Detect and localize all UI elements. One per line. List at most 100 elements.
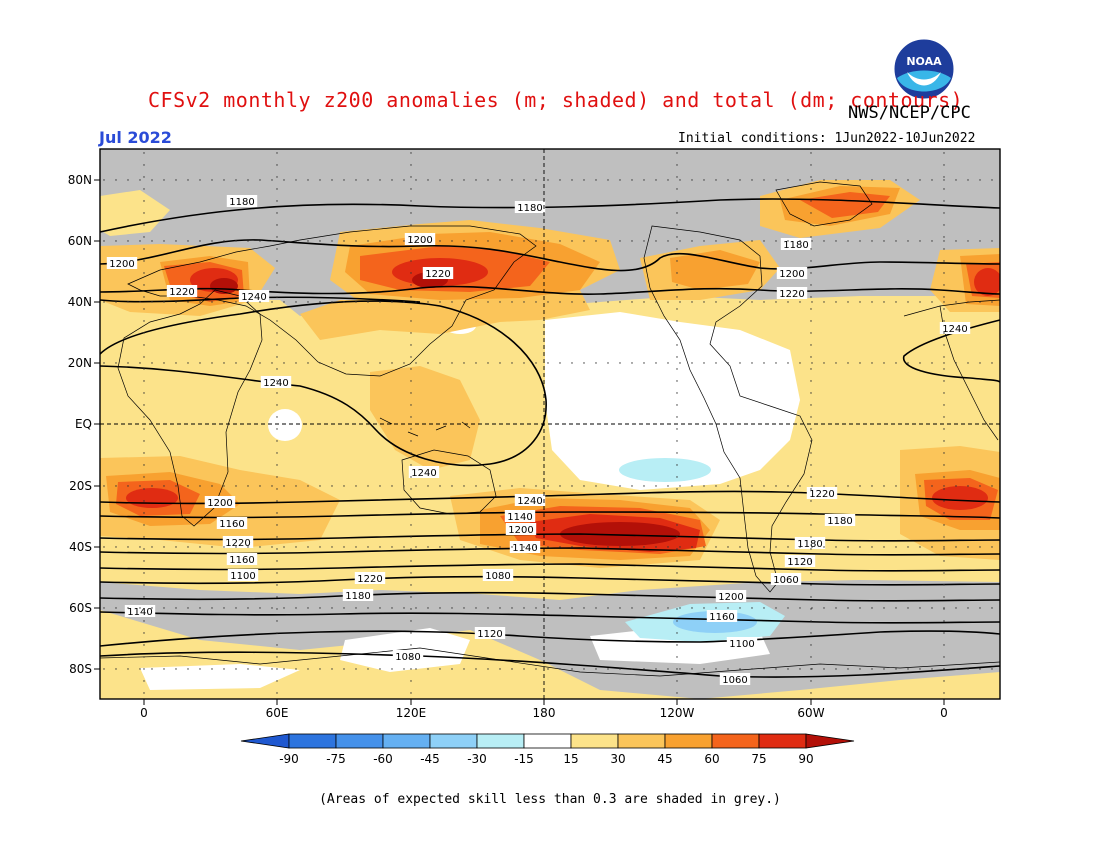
contour-label: 1080 — [395, 652, 420, 663]
lon-gridline-dot — [410, 320, 412, 322]
lon-gridline-dot — [276, 284, 278, 286]
lat-gridline-dot — [847, 546, 849, 548]
lat-gridline-dot — [823, 362, 825, 364]
lon-tick-label: 120W — [660, 706, 695, 720]
lat-gridline-dot — [991, 668, 993, 670]
lat-gridline-dot — [115, 179, 117, 181]
lon-gridline-dot — [276, 320, 278, 322]
lat-gridline-dot — [643, 179, 645, 181]
contour-label: 1160 — [229, 555, 254, 566]
lon-gridline-dot — [810, 608, 812, 610]
lat-gridline-dot — [487, 485, 489, 487]
lon-gridline-dot — [143, 284, 145, 286]
lat-gridline-dot — [607, 607, 609, 609]
lat-gridline-dot — [607, 179, 609, 181]
lon-gridline-dot — [943, 368, 945, 370]
contour-label-bg — [719, 673, 751, 685]
lat-gridline-dot — [175, 607, 177, 609]
lat-gridline-dot — [583, 607, 585, 609]
lat-gridline-dot — [523, 362, 525, 364]
noaa-logo-text: NOAA — [906, 55, 942, 68]
lon-gridline-dot — [276, 632, 278, 634]
lon-gridline-dot — [143, 152, 145, 154]
lon-gridline-dot — [676, 332, 678, 334]
lon-gridline-dot — [143, 440, 145, 442]
lat-gridline-dot — [595, 607, 597, 609]
lat-gridline-dot — [547, 607, 549, 609]
lon-gridline-dot — [143, 176, 145, 178]
lat-gridline-dot — [643, 546, 645, 548]
lon-gridline-dot — [143, 656, 145, 658]
lat-gridline-dot — [295, 240, 297, 242]
lat-gridline-dot — [151, 362, 153, 364]
lat-gridline-dot — [619, 546, 621, 548]
colorbar-tick-label: 60 — [704, 752, 719, 766]
lat-gridline-dot — [163, 485, 165, 487]
lat-gridline-dot — [739, 546, 741, 548]
lon-gridline-dot — [143, 428, 145, 430]
contour-label: 1140 — [507, 512, 532, 523]
lat-gridline-dot — [439, 362, 441, 364]
lat-gridline-dot — [127, 607, 129, 609]
lat-gridline-dot — [211, 301, 213, 303]
lat-gridline-dot — [307, 607, 309, 609]
lon-gridline-dot — [143, 344, 145, 346]
contour-label-bg — [482, 569, 514, 581]
lat-gridline-dot — [931, 240, 933, 242]
lat-gridline-dot — [247, 362, 249, 364]
lat-gridline-dot — [571, 179, 573, 181]
lat-gridline-dot — [943, 485, 945, 487]
lat-gridline-dot — [331, 485, 333, 487]
lon-gridline-dot — [676, 500, 678, 502]
lon-gridline-dot — [276, 452, 278, 454]
contour-label-bg — [715, 590, 747, 602]
lat-gridline-dot — [271, 179, 273, 181]
lat-gridline-dot — [823, 485, 825, 487]
lat-gridline-dot — [871, 485, 873, 487]
lat-gridline-dot — [775, 179, 777, 181]
lat-gridline-dot — [535, 546, 537, 548]
lat-gridline-dot — [403, 607, 405, 609]
lon-gridline-dot — [943, 596, 945, 598]
contour-label: 1160 — [709, 612, 734, 623]
lat-gridline-dot — [979, 179, 981, 181]
lat-gridline-dot — [439, 546, 441, 548]
lat-gridline-dot — [883, 240, 885, 242]
lat-gridline-dot — [211, 485, 213, 487]
lat-gridline-dot — [679, 240, 681, 242]
lon-gridline-dot — [676, 404, 678, 406]
lat-gridline-dot — [763, 362, 765, 364]
lon-gridline-dot — [410, 416, 412, 418]
lon-gridline-dot — [676, 476, 678, 478]
lat-gridline-dot — [463, 362, 465, 364]
contour-label: 1200 — [779, 269, 804, 280]
lon-gridline-dot — [943, 392, 945, 394]
lat-gridline-dot — [619, 301, 621, 303]
contour-label: 1240 — [263, 378, 288, 389]
lat-tick-label: 40S — [69, 540, 92, 554]
lon-gridline-dot — [410, 224, 412, 226]
lat-gridline-dot — [775, 240, 777, 242]
lat-gridline-dot — [655, 668, 657, 670]
lat-gridline-dot — [511, 485, 513, 487]
lon-gridline-dot — [810, 224, 812, 226]
lat-gridline-dot — [439, 485, 441, 487]
lat-gridline-dot — [127, 546, 129, 548]
lat-gridline-dot — [763, 301, 765, 303]
lon-gridline-dot — [410, 380, 412, 382]
contour-label-bg — [474, 627, 506, 639]
lat-gridline-dot — [175, 179, 177, 181]
lat-gridline-dot — [823, 240, 825, 242]
lon-gridline-dot — [410, 488, 412, 490]
lat-gridline-dot — [943, 546, 945, 548]
lat-gridline-dot — [343, 485, 345, 487]
anomaly-shade-gt90-south-pacific — [560, 522, 680, 546]
noaa-logo: NOAA — [893, 38, 955, 100]
lat-gridline-dot — [247, 485, 249, 487]
lat-gridline-dot — [415, 485, 417, 487]
lat-gridline-dot — [991, 240, 993, 242]
lat-gridline-dot — [163, 607, 165, 609]
agency-label: NWS/NCEP/CPC — [848, 103, 971, 123]
lon-gridline-dot — [143, 476, 145, 478]
lat-gridline-dot — [547, 485, 549, 487]
